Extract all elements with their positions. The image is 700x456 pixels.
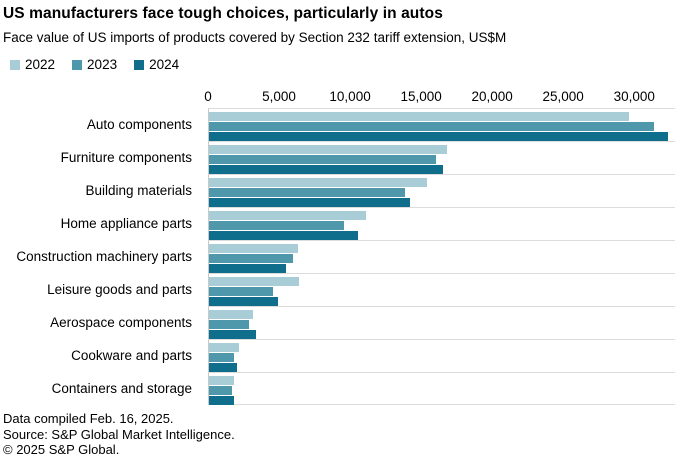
bar-2022 (209, 277, 300, 286)
bar-2024 (209, 231, 358, 240)
bar-2022 (209, 244, 299, 253)
chart-row: Auto components (0, 108, 700, 141)
chart-row: Building materials (0, 174, 700, 207)
legend-swatch-2022-icon (10, 59, 20, 70)
bar-2023 (209, 353, 234, 362)
x-axis-tick-label: 30,000 (613, 89, 655, 104)
category-bar-group (208, 273, 675, 306)
bar-2022 (209, 145, 448, 154)
chart-row: Cookware and parts (0, 339, 700, 372)
bar-2024 (209, 198, 411, 207)
footer-data-compiled: Data compiled Feb. 16, 2025. (3, 411, 174, 426)
legend-item-2022: 2022 (10, 57, 55, 72)
chart-subtitle: Face value of US imports of products cov… (3, 30, 507, 45)
category-label: Building materials (85, 183, 192, 198)
bar-2023 (209, 188, 405, 197)
bar-2024 (209, 132, 669, 141)
bar-2024 (209, 297, 279, 306)
bar-2024 (209, 363, 238, 372)
chart-row: Leisure goods and parts (0, 273, 700, 306)
legend-item-2023: 2023 (72, 57, 117, 72)
footer: Data compiled Feb. 16, 2025. Source: S&P… (3, 411, 700, 456)
bar-2023 (209, 386, 233, 395)
category-bar-group (208, 306, 675, 339)
category-bar-group (208, 240, 675, 273)
bar-2022 (209, 178, 428, 187)
bar-2023 (209, 221, 344, 230)
category-label: Home appliance parts (60, 216, 192, 231)
legend-item-2024: 2024 (134, 57, 179, 72)
legend-swatch-2024-icon (134, 59, 145, 70)
bar-2023 (209, 155, 436, 164)
category-label: Leisure goods and parts (47, 282, 192, 297)
category-label: Furniture components (60, 150, 192, 165)
category-bar-group (208, 372, 675, 405)
chart-row: Home appliance parts (0, 207, 700, 240)
x-axis-tick-label: 25,000 (542, 89, 584, 104)
category-label: Aerospace components (50, 315, 192, 330)
category-bar-group (208, 108, 675, 141)
chart-row: Containers and storage (0, 372, 700, 405)
legend-label-2024: 2024 (149, 57, 180, 72)
category-bar-group (208, 141, 675, 174)
category-label: Construction machinery parts (16, 249, 192, 264)
bar-2023 (209, 122, 655, 131)
legend: 2022 2023 2024 (10, 57, 700, 72)
category-bar-group (208, 174, 675, 207)
x-axis-tick-label: 0 (204, 89, 212, 104)
bar-2023 (209, 254, 293, 263)
x-axis: 0 5,000 10,000 15,000 20,000 25,000 30,000 (204, 84, 675, 106)
legend-swatch-2023-icon (72, 59, 83, 70)
chart-row: Construction machinery parts (0, 240, 700, 273)
bar-2022 (209, 310, 253, 319)
bar-2022 (209, 343, 239, 352)
x-axis-tick-label: 20,000 (471, 89, 513, 104)
bar-2024 (209, 165, 443, 174)
x-axis-tick-label: 5,000 (262, 89, 296, 104)
legend-label-2022: 2022 (25, 57, 56, 72)
bar-2022 (209, 112, 629, 121)
x-axis-tick-label: 15,000 (400, 89, 442, 104)
bar-2022 (209, 211, 367, 220)
chart-row: Aerospace components (0, 306, 700, 339)
footer-copyright: © 2025 S&P Global. (3, 442, 120, 456)
bar-rows: Auto components Furniture components Build… (0, 108, 700, 405)
category-label: Containers and storage (51, 381, 192, 396)
legend-label-2023: 2023 (87, 57, 118, 72)
chart-row: Furniture components (0, 141, 700, 174)
chart-title: US manufacturers face tough choices, par… (3, 5, 443, 22)
bar-2024 (209, 264, 286, 273)
bar-2023 (209, 287, 273, 296)
bar-2023 (209, 320, 250, 329)
x-axis-tick-label: 10,000 (329, 89, 371, 104)
footer-source: Source: S&P Global Market Intelligence. (3, 426, 235, 442)
category-label: Cookware and parts (71, 348, 192, 363)
category-bar-group (208, 207, 675, 240)
bar-2022 (209, 376, 234, 385)
category-bar-group (208, 339, 675, 372)
bar-2024 (209, 330, 256, 339)
category-label: Auto components (86, 117, 192, 132)
bar-2024 (209, 396, 234, 405)
